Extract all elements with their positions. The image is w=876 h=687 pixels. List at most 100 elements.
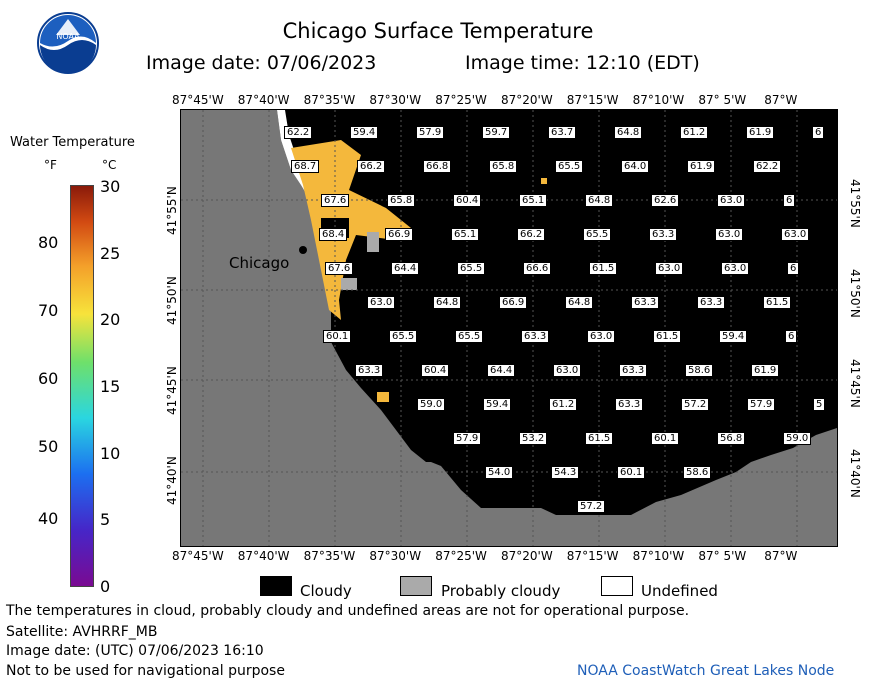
legend-probably-cloudy-label: Probably cloudy	[441, 582, 561, 600]
legend-probably-cloudy-swatch	[400, 576, 432, 596]
temperature-cell: 67.6	[325, 262, 354, 275]
latitude-label: 41°40'N	[165, 456, 179, 505]
temperature-cell: 59.4	[350, 126, 379, 139]
temperature-cell: 67.6	[321, 194, 350, 207]
colorbar-c-tick: 20	[100, 310, 121, 330]
temperature-cell: 6	[785, 330, 798, 343]
temperature-cell: 65.8	[489, 160, 518, 173]
longitude-label: 87°30'W	[369, 93, 422, 107]
temperature-cell: 64.4	[391, 262, 420, 275]
legend-cloudy-swatch	[260, 576, 292, 596]
temperature-cell: 63.0	[587, 330, 616, 343]
temperature-cell: 57.9	[416, 126, 445, 139]
temperature-cell: 63.3	[697, 296, 726, 309]
longitude-label: 87°W	[764, 549, 798, 563]
note-line1: The temperatures in cloud, probably clou…	[6, 603, 690, 619]
colorbar-unit-c: °C	[102, 158, 117, 172]
image-date: Image date: 07/06/2023	[146, 52, 377, 74]
temperature-cell: 63.3	[521, 330, 550, 343]
longitude-label: 87°25'W	[435, 549, 487, 563]
latitude-label: 41°45'N	[165, 366, 179, 415]
longitude-label: 87°35'W	[303, 549, 356, 563]
temperature-cell: 66.2	[517, 228, 546, 241]
chicago-marker	[299, 246, 307, 254]
temperature-cell: 64.8	[585, 194, 614, 207]
temperature-cell: 6	[812, 126, 825, 139]
temperature-cell: 61.9	[746, 126, 775, 139]
latitude-label: 41°40'N	[848, 449, 862, 498]
temperature-cell: 68.4	[319, 228, 348, 241]
temperature-cell: 61.2	[549, 398, 578, 411]
longitude-label: 87°40'W	[237, 93, 290, 107]
temperature-cell: 61.5	[589, 262, 618, 275]
temperature-cell: 60.4	[421, 364, 450, 377]
temperature-cell: 6	[787, 262, 800, 275]
colorbar-title: Water Temperature	[10, 135, 135, 150]
temperature-cell: 64.0	[621, 160, 650, 173]
temperature-cell: 63.7	[548, 126, 577, 139]
longitude-label: 87°35'W	[303, 93, 356, 107]
temperature-cell: 66.8	[423, 160, 452, 173]
temperature-cell: 65.5	[555, 160, 584, 173]
temperature-cell: 53.2	[519, 432, 548, 445]
colorbar-f-tick: 70	[38, 301, 59, 320]
note-satellite: Satellite: AVHRRF_MB	[6, 624, 158, 640]
temperature-cell: 64.4	[487, 364, 516, 377]
temperature-cell: 57.9	[453, 432, 482, 445]
longitude-label: 87° 5'W	[698, 549, 747, 563]
legend-cloudy-label: Cloudy	[300, 582, 352, 600]
colorbar-f-tick: 60	[38, 369, 59, 388]
temperature-cell: 57.2	[577, 500, 606, 513]
temperature-cell: 59.7	[482, 126, 511, 139]
longitude-label: 87°15'W	[566, 93, 619, 107]
latitude-label: 41°45'N	[848, 359, 862, 408]
credit-text: NOAA CoastWatch Great Lakes Node	[577, 663, 835, 679]
colorbar-c-tick: 10	[100, 443, 121, 463]
temperature-cell: 63.3	[619, 364, 648, 377]
temperature-cell: 63.0	[717, 194, 746, 207]
temperature-cell: 65.5	[457, 262, 486, 275]
temperature-cell: 59.4	[719, 330, 748, 343]
temperature-cell: 5	[813, 398, 826, 411]
temperature-cell: 63.0	[553, 364, 582, 377]
colorbar-c-tick: 25	[100, 243, 121, 263]
latitude-label: 41°50'N	[165, 276, 179, 325]
temperature-cell: 54.3	[551, 466, 580, 479]
svg-text:NOAA: NOAA	[56, 32, 80, 41]
legend-undefined-label: Undefined	[641, 582, 718, 600]
map-title: Chicago Surface Temperature	[282, 19, 594, 43]
temperature-cell: 63.3	[631, 296, 660, 309]
longitude-label: 87°15'W	[566, 549, 619, 563]
temperature-cell: 60.1	[617, 466, 646, 479]
temperature-cell: 63.3	[615, 398, 644, 411]
longitude-label: 87°10'W	[632, 93, 685, 107]
noaa-logo: NOAA	[37, 12, 99, 74]
temperature-cell: 65.5	[389, 330, 418, 343]
temperature-cell: 63.0	[367, 296, 396, 309]
longitude-label: 87°20'W	[501, 549, 553, 563]
longitude-label: 87°25'W	[435, 93, 487, 107]
latitude-label: 41°55'N	[165, 186, 179, 235]
city-label: Chicago	[229, 254, 290, 272]
colorbar-c-tick: 0	[100, 577, 111, 596]
longitude-label: 87° 5'W	[698, 93, 747, 107]
temperature-cell: 64.8	[614, 126, 643, 139]
temperature-cell: 61.5	[653, 330, 682, 343]
temperature-cell: 63.0	[781, 228, 810, 241]
colorbar-f-tick: 40	[38, 509, 59, 528]
longitude-label: 87°20'W	[501, 93, 553, 107]
colorbar-f-tick: 50	[38, 437, 59, 456]
colorbar-f-tick: 80	[38, 233, 59, 252]
longitude-label: 87°45'W	[172, 93, 224, 107]
longitude-label: 87°45'W	[172, 549, 224, 563]
temperature-cell: 62.2	[284, 126, 313, 139]
temperature-cell: 61.9	[751, 364, 780, 377]
temperature-cell: 61.5	[763, 296, 792, 309]
longitude-label: 87°40'W	[237, 549, 290, 563]
probably-cloudy-area	[367, 232, 379, 252]
note-image-date: Image date: (UTC) 07/06/2023 16:10	[6, 643, 264, 659]
temperature-cell: 60.1	[323, 330, 352, 343]
temperature-cell: 58.6	[685, 364, 714, 377]
longitude-label: 87°W	[764, 93, 798, 107]
temperature-cell: 59.0	[783, 432, 812, 445]
